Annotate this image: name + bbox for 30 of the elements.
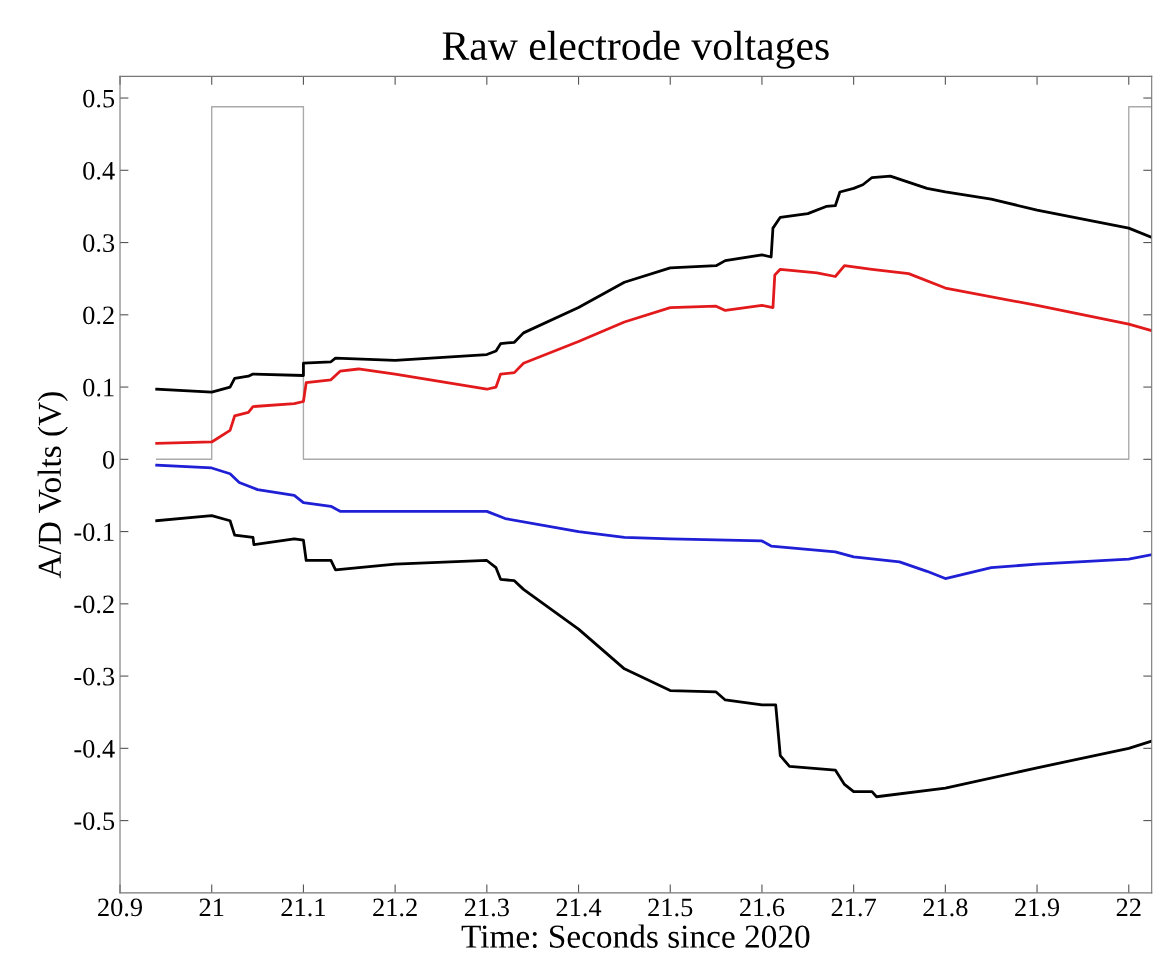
x-tick-label: 21.2	[373, 898, 417, 917]
x-tick-label: 21.4	[556, 898, 602, 917]
y-axis-title: A/D Volts (V)	[37, 392, 68, 579]
x-tick-label: 20.9	[98, 898, 143, 917]
line-series	[155, 264, 1152, 445]
y-tick-label: 0.3	[83, 234, 115, 253]
line-series	[155, 463, 1152, 580]
y-tick-label: 0.2	[83, 306, 114, 325]
x-tick-label: 21.3	[464, 898, 509, 917]
y-tick-label: 0.4	[83, 161, 115, 180]
x-tick-label: 21.7	[831, 898, 876, 917]
y-tick-label: -0.5	[74, 812, 115, 831]
chart-title: Raw electrode voltages	[442, 30, 829, 69]
x-tick-label: 21.8	[923, 898, 968, 917]
y-tick-label: -0.1	[74, 523, 114, 542]
y-tick-label: -0.2	[74, 595, 114, 614]
x-axis-title: Time: Seconds since 2020	[461, 924, 810, 949]
line-series	[155, 514, 1152, 799]
x-tick-label: 21.9	[1015, 898, 1060, 917]
x-tick-label: 21.5	[648, 898, 693, 917]
x-tick-label: 21	[199, 898, 224, 917]
y-tick-label: 0.1	[83, 378, 114, 397]
y-tick-label: -0.4	[74, 739, 115, 758]
x-tick-label: 22	[1116, 898, 1141, 917]
y-tick-label: 0.5	[83, 89, 115, 108]
line-series	[155, 174, 1152, 394]
x-tick-label: 21.1	[281, 898, 325, 917]
x-tick-label: 21.6	[740, 898, 785, 917]
y-tick-label: -0.3	[74, 667, 115, 686]
y-tick-label: 0	[102, 450, 115, 469]
